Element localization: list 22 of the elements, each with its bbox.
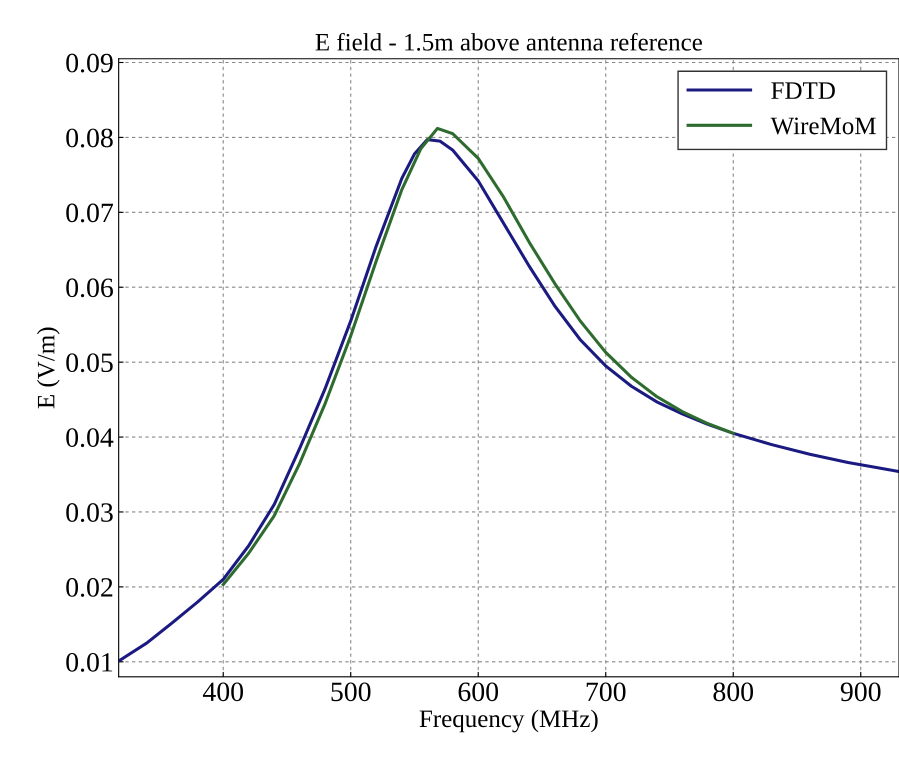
y-tick-label: 0.04 <box>66 428 114 448</box>
chart-title: E field - 1.5m above antenna reference <box>316 32 702 51</box>
y-tick-label: 0.02 <box>66 578 112 597</box>
line-series <box>118 138 899 663</box>
y-tick-label: 0.06 <box>66 278 113 298</box>
y-axis-title: E (V/m) <box>36 328 60 408</box>
x-axis-title: Frequency (MHz) <box>420 710 598 732</box>
x-tick-label: 600 <box>458 682 498 702</box>
y-tick-label: 0.05 <box>66 353 113 372</box>
y-tick-label: 0.08 <box>66 128 113 148</box>
x-tick-label: 500 <box>332 682 370 702</box>
legend-label: WireMoM <box>770 118 876 134</box>
x-tick-label: 800 <box>713 682 754 702</box>
line-series <box>222 126 735 586</box>
x-tick-label: 900 <box>840 682 881 702</box>
legend-label: FDTD <box>771 82 835 99</box>
y-tick-label: 0.01 <box>66 652 112 672</box>
y-tick-label: 0.03 <box>66 503 113 522</box>
y-tick-label: 0.07 <box>66 203 114 222</box>
x-tick-label: 400 <box>202 682 243 702</box>
x-tick-label: 700 <box>586 682 626 702</box>
y-tick-label: 0.09 <box>66 54 113 73</box>
